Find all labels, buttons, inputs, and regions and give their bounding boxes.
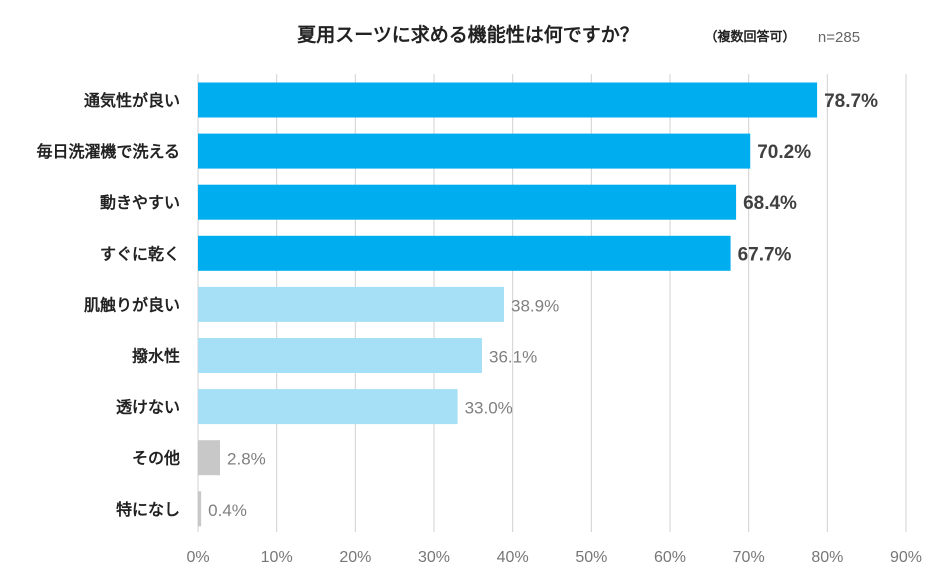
value-label: 38.9%	[511, 296, 559, 315]
category-label: 動きやすい	[100, 193, 180, 212]
chart-note: （複数回答可）	[704, 29, 795, 45]
category-label: 撥水性	[132, 347, 180, 366]
x-tick-label: 10%	[261, 549, 293, 566]
chart-title: 夏用スーツに求める機能性は何ですか？	[297, 23, 639, 46]
bar-7	[198, 389, 458, 425]
category-label: 肌触りが良い	[84, 295, 180, 314]
x-tick-label: 90%	[890, 549, 922, 566]
value-label: 2.8%	[227, 450, 266, 469]
category-label: 特になし	[116, 500, 180, 519]
category-label: 毎日洗濯機で洗える	[36, 142, 180, 161]
bar-5	[198, 286, 505, 322]
value-label: 68.4%	[743, 193, 797, 214]
x-tick-label: 40%	[497, 549, 529, 566]
category-label: その他	[132, 449, 180, 468]
x-tick-label: 60%	[654, 549, 686, 566]
category-label: 通気性が良い	[84, 91, 180, 110]
bar-8	[198, 440, 221, 476]
x-tick-label: 50%	[575, 549, 607, 566]
x-tick-label: 20%	[339, 549, 371, 566]
bar-3	[198, 184, 737, 220]
x-tick-label: 80%	[811, 549, 843, 566]
bar-9	[198, 491, 202, 527]
label-layer: 通気性が良い 78.7% 毎日洗濯機で洗える 70.2% 動きやすい 68.4% すぐに乾く…	[36, 91, 878, 520]
bar-1	[198, 82, 818, 118]
sample-size: n=285	[818, 29, 860, 46]
value-label: 36.1%	[489, 348, 537, 367]
value-label: 70.2%	[757, 142, 811, 163]
value-label: 78.7%	[824, 91, 878, 112]
value-label: 0.4%	[208, 501, 247, 520]
x-tick-label: 0%	[186, 549, 209, 566]
category-label: 透けない	[116, 398, 180, 417]
bar-4	[198, 235, 731, 271]
bar-6	[198, 338, 482, 373]
bar-layer	[198, 82, 818, 527]
value-label: 33.0%	[465, 399, 513, 418]
bar-2	[198, 133, 751, 169]
tick-layer: 0% 10% 20% 30% 40% 50% 60% 70% 80% 90%	[186, 549, 922, 566]
value-label: 67.7%	[738, 244, 792, 265]
x-tick-label: 30%	[418, 549, 450, 566]
category-label: すぐに乾く	[100, 244, 180, 263]
x-tick-label: 70%	[733, 549, 765, 566]
